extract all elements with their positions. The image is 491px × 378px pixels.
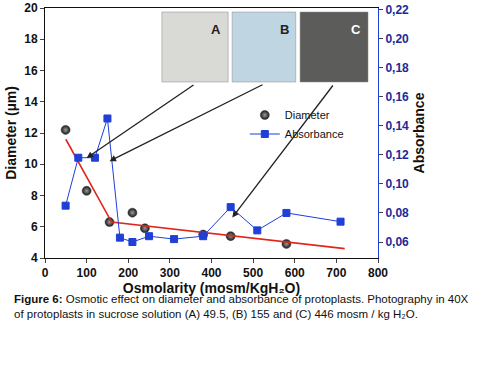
svg-text:A: A bbox=[211, 22, 221, 37]
svg-text:Absorbance: Absorbance bbox=[411, 92, 427, 173]
svg-text:0: 0 bbox=[42, 266, 49, 280]
svg-text:200: 200 bbox=[118, 266, 138, 280]
svg-text:0,08: 0,08 bbox=[385, 206, 409, 220]
svg-text:0,20: 0,20 bbox=[385, 32, 409, 46]
svg-text:0,16: 0,16 bbox=[385, 90, 409, 104]
svg-text:Diameter: Diameter bbox=[285, 109, 330, 121]
html-text:Figure 6: Osmotic effect on di: Figure 6: Osmotic effect on diameter and… bbox=[14, 293, 469, 320]
svg-text:12: 12 bbox=[24, 126, 38, 140]
svg-text:0,10: 0,10 bbox=[385, 177, 409, 191]
svg-text:C: C bbox=[351, 22, 361, 37]
svg-text:0,22: 0,22 bbox=[385, 3, 409, 17]
svg-text:400: 400 bbox=[201, 266, 221, 280]
svg-text:Absorbance: Absorbance bbox=[285, 128, 344, 140]
svg-text:Osmolarity (mosm/KgH₂O): Osmolarity (mosm/KgH₂O) bbox=[122, 280, 301, 297]
svg-text:18: 18 bbox=[24, 32, 38, 46]
svg-text:0,18: 0,18 bbox=[385, 61, 409, 75]
svg-text:8: 8 bbox=[31, 189, 38, 203]
svg-text:Diameter (µm): Diameter (µm) bbox=[3, 86, 19, 180]
svg-text:800: 800 bbox=[368, 266, 388, 280]
svg-text:14: 14 bbox=[24, 95, 38, 109]
svg-text:10: 10 bbox=[24, 157, 38, 171]
svg-text:0,06: 0,06 bbox=[385, 235, 409, 249]
svg-text:100: 100 bbox=[77, 266, 97, 280]
svg-text:700: 700 bbox=[326, 266, 346, 280]
svg-text:600: 600 bbox=[285, 266, 305, 280]
svg-text:0,14: 0,14 bbox=[385, 119, 409, 133]
svg-text:0,12: 0,12 bbox=[385, 148, 409, 162]
svg-text:20: 20 bbox=[24, 1, 38, 15]
svg-text:4: 4 bbox=[31, 251, 38, 265]
svg-text:300: 300 bbox=[160, 266, 180, 280]
svg-text:16: 16 bbox=[24, 64, 38, 78]
svg-text:6: 6 bbox=[31, 220, 38, 234]
svg-text:B: B bbox=[280, 22, 289, 37]
svg-text:500: 500 bbox=[243, 266, 263, 280]
